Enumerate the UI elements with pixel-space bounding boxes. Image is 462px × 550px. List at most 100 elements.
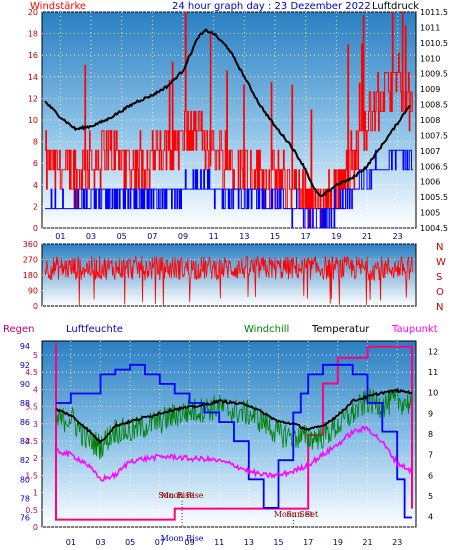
wind-x-tick-label: 09 — [178, 232, 188, 241]
humidity-y-tick-label: 92 — [20, 361, 30, 370]
temperature-y-tick-label: 12 — [428, 347, 438, 356]
humidity-y-tick-label: 88 — [20, 399, 30, 408]
pressure-y-tick-label: 1006 — [420, 178, 440, 187]
tick-layer: 01 03 05 07 09 11 13 15 17 19 21 230246810121416182… — [20, 8, 448, 547]
pressure-y-tick-label: 1011.5 — [420, 8, 448, 17]
annotation-label: Moon Rise — [161, 491, 204, 500]
direction-y-tick-label: 90 — [28, 287, 38, 296]
rain-y-tick-label: 3 — [33, 420, 38, 429]
wind-avg-series — [45, 149, 413, 229]
humidity-y-tick-label: 84 — [20, 437, 30, 446]
pressure-y-tick-label: 1005.5 — [420, 193, 448, 202]
climate-x-tick-label: 11 — [214, 538, 224, 547]
annotation-label: Sun Rise — [158, 491, 194, 500]
rain-y-tick-label: 2 — [33, 454, 38, 463]
rain-y-tick-label: 0 — [33, 523, 38, 532]
wind-y-tick-label: 16 — [28, 51, 38, 60]
wind-y-tick-label: 2 — [33, 202, 38, 211]
pressure-y-tick-label: 1010 — [420, 54, 440, 63]
dewpoint-series — [56, 425, 413, 482]
direction-layer — [44, 255, 414, 306]
pressure-layer — [44, 28, 411, 198]
rain-series — [55, 343, 413, 521]
wind-x-tick-label: 17 — [301, 232, 311, 241]
wind-y-tick-label: 14 — [28, 73, 38, 82]
header-left-label: Windstärke — [30, 1, 86, 12]
humidity-y-tick-label: 90 — [20, 380, 30, 389]
wind-y-tick-label: 8 — [33, 138, 38, 147]
pressure-y-tick-label: 1009.5 — [420, 70, 448, 79]
climate-x-tick-label: 05 — [125, 538, 135, 547]
temperature-series — [55, 387, 413, 445]
wind-y-tick-label: 0 — [33, 224, 38, 233]
wind-y-tick-label: 12 — [28, 94, 38, 103]
wind-y-tick-label: 10 — [28, 116, 38, 125]
wind-gust-series — [45, 11, 413, 229]
luftfeuchte-label: Luftfeuchte — [66, 324, 123, 335]
regen-label: Regen — [3, 324, 35, 335]
pressure-y-tick-label: 1008.5 — [420, 101, 448, 110]
rain-y-tick-label: 1.5 — [25, 471, 38, 480]
climate-x-tick-label: 07 — [155, 538, 165, 547]
temperature-y-tick-label: 10 — [428, 389, 438, 398]
temperature-y-tick-label: 6 — [428, 471, 433, 480]
taupunkt-label: Taupunkt — [391, 324, 438, 335]
direction-y-tick-label: 180 — [23, 271, 38, 280]
wind-x-tick-label: 15 — [270, 232, 280, 241]
climate-layer: Sun Rise Sun Set Moon Rise Moon Set Moon Ris… — [55, 343, 413, 543]
pressure-y-tick-label: 1006.5 — [420, 162, 448, 171]
wind-layer — [45, 11, 413, 229]
direction-panel-bg — [41, 243, 417, 307]
direction-compass-label: W — [436, 257, 446, 268]
humidity-y-tick-label: 86 — [20, 418, 30, 427]
direction-compass-label: N — [436, 242, 443, 253]
wind-y-tick-label: 4 — [33, 181, 38, 190]
wind-y-tick-label: 6 — [33, 159, 38, 168]
pressure-y-tick-label: 1010.5 — [420, 39, 448, 48]
header-right-label: Luftdruck — [372, 1, 419, 12]
temperature-y-tick-label: 8 — [428, 430, 433, 439]
direction-y-tick-label: 360 — [23, 240, 38, 249]
wind-x-tick-label: 21 — [362, 232, 372, 241]
wind-x-tick-label: 23 — [393, 232, 403, 241]
pressure-y-tick-label: 1011 — [420, 23, 440, 32]
climate-x-tick-label: 23 — [392, 538, 402, 547]
humidity-y-tick-label: 94 — [20, 342, 30, 351]
rain-y-tick-label: 0.5 — [25, 506, 38, 515]
humidity-y-tick-label: 82 — [20, 456, 30, 465]
rain-y-tick-label: 4.5 — [25, 368, 38, 377]
pressure-y-tick-label: 1007.5 — [420, 131, 448, 140]
direction-compass-label: S — [436, 272, 442, 283]
temperature-y-tick-label: 5 — [428, 492, 433, 501]
temperature-y-tick-label: 9 — [428, 409, 433, 418]
rain-y-tick-label: 3.5 — [25, 403, 38, 412]
rain-y-tick-label: 2.5 — [25, 437, 38, 446]
wind-y-tick-label: 20 — [28, 8, 38, 17]
climate-panel-bg — [41, 340, 417, 528]
direction-compass-label: N — [436, 302, 443, 313]
wind-x-tick-label: 03 — [86, 232, 96, 241]
direction-y-tick-label: 0 — [33, 302, 38, 311]
humidity-series — [56, 363, 412, 519]
pressure-y-tick-label: 1007 — [420, 147, 440, 156]
climate-x-tick-label: 17 — [303, 538, 313, 547]
pressure-y-tick-label: 1008 — [420, 116, 440, 125]
temperature-y-tick-label: 4 — [428, 513, 433, 522]
climate-x-tick-label: 09 — [184, 538, 194, 547]
climate-x-tick-label: 03 — [95, 538, 105, 547]
pressure-y-tick-label: 1005 — [420, 209, 440, 218]
wind-x-tick-label: 05 — [117, 232, 127, 241]
wind-x-tick-label: 11 — [209, 232, 219, 241]
windchill-label: Windchill — [244, 324, 289, 335]
humidity-y-tick-label: 78 — [20, 494, 30, 503]
pressure-y-tick-label: 1004.5 — [420, 224, 448, 233]
temperatur-label: Temperatur — [311, 324, 370, 335]
annotation-label: Moon Rise — [161, 534, 204, 543]
pressure-series — [44, 28, 411, 198]
wind-x-tick-label: 19 — [331, 232, 341, 241]
wind-x-tick-label: 07 — [147, 232, 157, 241]
humidity-y-tick-label: 80 — [20, 475, 30, 484]
temperature-y-tick-label: 11 — [428, 368, 438, 377]
